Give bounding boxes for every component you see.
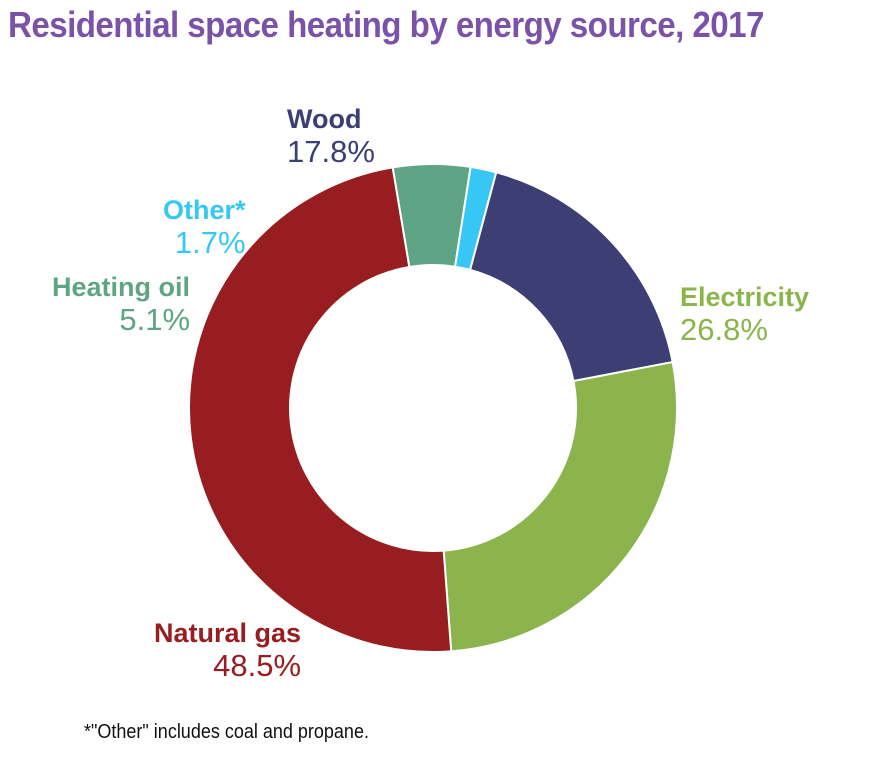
footnote: *"Other" includes coal and propane. [84,721,369,743]
label-heating-oil: Heating oil 5.1% [52,272,190,336]
label-wood-name: Wood [287,104,362,134]
label-other: Other* 1.7% [163,195,246,259]
chart-title: Residential space heating by energy sour… [8,4,764,45]
label-heating-oil-value: 5.1% [119,302,191,337]
label-electricity: Electricity 26.8% [680,282,809,346]
slice-wood [468,171,674,383]
label-other-name: Other* [163,195,246,225]
label-electricity-name: Electricity [680,282,810,312]
label-natural-gas: Natural gas 48.5% [154,618,301,682]
label-natural-gas-value: 48.5% [213,648,302,683]
donut-slices [188,163,678,653]
slice-other [453,165,498,272]
slice-electricity [442,360,678,653]
label-electricity-value: 26.8% [680,312,768,347]
label-heating-oil-name: Heating oil [52,272,191,302]
label-wood: Wood 17.8% [287,104,375,168]
label-natural-gas-name: Natural gas [154,618,302,648]
slice-natural-gas [188,166,453,653]
label-other-value: 1.7% [174,225,246,260]
label-wood-value: 17.8% [287,134,375,169]
